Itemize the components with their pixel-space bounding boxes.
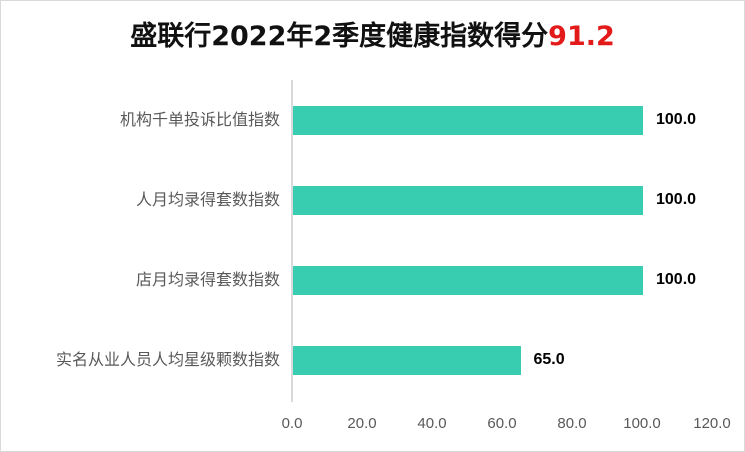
category-label: 实名从业人员人均星级颗数指数 — [55, 350, 280, 369]
x-tick-label: 60.0 — [487, 415, 517, 432]
chart-title: 盛联行2022年2季度健康指数得分91.2 — [0, 14, 745, 53]
category-label: 店月均录得套数指数 — [135, 270, 280, 289]
chart-title-text: 盛联行2022年2季度健康指数得分 — [130, 21, 549, 52]
chart-title-score: 91.2 — [548, 21, 615, 52]
bar — [293, 266, 643, 295]
x-tick-label: 40.0 — [417, 415, 447, 432]
x-tick-label: 20.0 — [347, 415, 377, 432]
bar — [293, 186, 643, 215]
bar — [293, 106, 643, 135]
category-label: 机构千单投诉比值指数 — [119, 110, 280, 129]
value-label: 100.0 — [656, 191, 697, 208]
x-tick-label: 80.0 — [557, 415, 587, 432]
y-axis-line — [291, 80, 293, 402]
x-tick-label: 120.0 — [693, 415, 731, 432]
value-label: 100.0 — [656, 111, 697, 128]
bar — [293, 346, 521, 375]
x-tick-label: 0.0 — [281, 415, 303, 432]
category-label: 人月均录得套数指数 — [135, 190, 280, 209]
value-label: 65.0 — [533, 351, 565, 368]
x-tick-label: 100.0 — [623, 415, 661, 432]
value-label: 100.0 — [656, 271, 697, 288]
